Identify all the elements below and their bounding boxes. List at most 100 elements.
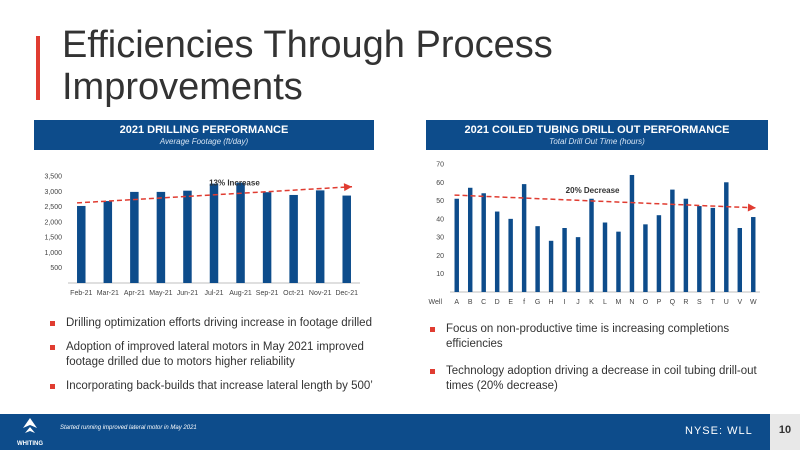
bullet-square-icon bbox=[50, 384, 55, 389]
coiled-tubing-header: 2021 COILED TUBING DRILL OUT PERFORMANCE… bbox=[426, 120, 768, 150]
x-tick-label: E bbox=[508, 299, 513, 306]
bar bbox=[575, 237, 581, 292]
x-tick-label: Apr-21 bbox=[124, 290, 145, 297]
x-tick-label: S bbox=[697, 299, 702, 306]
bar bbox=[683, 198, 689, 292]
slide-title: Efficiencies Through Process Improvement… bbox=[62, 24, 582, 108]
x-tick-label: I bbox=[564, 299, 566, 306]
x-tick-label: f bbox=[523, 299, 525, 306]
bar bbox=[262, 192, 272, 283]
bullet-text: Adoption of improved lateral motors in M… bbox=[66, 341, 364, 368]
list-item: Incorporating back-builds that increase … bbox=[48, 379, 388, 394]
bar bbox=[697, 206, 702, 292]
y-tick-label: 50 bbox=[436, 198, 444, 205]
logo-wordmark: WHITING bbox=[17, 441, 43, 447]
drilling-performance-subtitle: Average Footage (ft/day) bbox=[159, 137, 249, 146]
x-tick-label: N bbox=[629, 299, 634, 306]
x-tick-label: V bbox=[737, 299, 742, 306]
trend-annotation: 20% Decrease bbox=[566, 186, 620, 195]
y-tick-label: 2,000 bbox=[44, 219, 62, 226]
bar bbox=[454, 198, 459, 292]
x-tick-label: J bbox=[576, 299, 580, 306]
x-tick-label: P bbox=[657, 299, 662, 306]
bullet-text: Technology adoption driving a decrease i… bbox=[446, 365, 757, 392]
bar bbox=[616, 231, 621, 292]
bar bbox=[589, 198, 594, 292]
bar bbox=[494, 211, 500, 292]
drilling-bullet-list: Drilling optimization efforts driving in… bbox=[48, 316, 388, 403]
y-tick-label: 3,000 bbox=[44, 189, 62, 196]
bar bbox=[602, 222, 608, 292]
x-tick-label: Sep-21 bbox=[256, 290, 279, 297]
bar bbox=[130, 191, 139, 283]
x-tick-label: Feb-21 bbox=[70, 290, 92, 297]
trend-arrowhead-icon bbox=[747, 203, 756, 212]
list-item: Drilling optimization efforts driving in… bbox=[48, 316, 388, 331]
footer-bar: WHITING Started running improved lateral… bbox=[0, 414, 800, 450]
y-tick-label: 70 bbox=[436, 162, 444, 169]
y-tick-label: 20 bbox=[436, 253, 444, 260]
x-tick-label: C bbox=[481, 299, 486, 306]
bar bbox=[629, 174, 635, 292]
x-tick-label: L bbox=[603, 299, 607, 306]
bar bbox=[289, 194, 298, 283]
x-tick-label: Dec-21 bbox=[335, 290, 358, 297]
x-tick-label: O bbox=[643, 299, 649, 306]
page-number: 10 bbox=[778, 424, 792, 436]
bar bbox=[183, 190, 192, 283]
y-tick-label: 40 bbox=[436, 216, 444, 223]
slide-title-line-2: Improvements bbox=[62, 66, 303, 108]
bar bbox=[535, 226, 540, 292]
bullet-text: Drilling optimization efforts driving in… bbox=[66, 317, 372, 329]
x-tick-label: Oct-21 bbox=[283, 290, 304, 297]
bullet-text: Focus on non-productive time is increasi… bbox=[446, 323, 730, 350]
title-accent-bar bbox=[36, 36, 40, 100]
bar bbox=[656, 215, 662, 292]
trend-annotation: 13% Increase bbox=[209, 179, 260, 188]
bar bbox=[481, 193, 486, 292]
y-tick-label: 30 bbox=[436, 235, 444, 242]
x-tick-label: B bbox=[468, 299, 473, 306]
list-item: Adoption of improved lateral motors in M… bbox=[48, 340, 388, 370]
page-number-box: 10 bbox=[770, 414, 800, 450]
whiting-logo-icon: WHITING bbox=[17, 418, 43, 447]
x-tick-label: Jul-21 bbox=[204, 290, 223, 297]
y-tick-label: 3,500 bbox=[44, 174, 62, 181]
x-tick-label: D bbox=[495, 299, 500, 306]
bar bbox=[342, 195, 351, 283]
bullet-square-icon bbox=[50, 321, 55, 326]
x-tick-label: K bbox=[589, 299, 594, 306]
bar bbox=[508, 218, 513, 292]
bar bbox=[467, 187, 473, 292]
bar bbox=[209, 183, 219, 283]
bar bbox=[156, 191, 166, 283]
x-tick-label: M bbox=[616, 299, 622, 306]
bar bbox=[643, 224, 648, 292]
drilling-performance-title: 2021 DRILLING PERFORMANCE bbox=[119, 124, 289, 136]
trend-line bbox=[76, 185, 353, 204]
slide-title-line-1: Efficiencies Through Process bbox=[62, 24, 553, 66]
x-tick-label: Q bbox=[670, 299, 676, 306]
x-tick-label: Jun-21 bbox=[177, 290, 199, 297]
x-tick-label: Nov-21 bbox=[309, 290, 332, 297]
x-tick-label: A bbox=[454, 299, 459, 306]
coiled-tubing-title: 2021 COILED TUBING DRILL OUT PERFORMANCE bbox=[464, 124, 730, 136]
y-tick-label: 500 bbox=[50, 265, 62, 272]
x-tick-label: W bbox=[750, 299, 757, 306]
y-tick-label: 1,000 bbox=[44, 250, 62, 257]
y-tick-label: 10 bbox=[436, 271, 444, 278]
bullet-text: Incorporating back-builds that increase … bbox=[66, 380, 373, 392]
bar bbox=[751, 217, 756, 292]
y-tick-label: 2,500 bbox=[44, 204, 62, 211]
bar bbox=[103, 201, 113, 283]
coiled-tubing-subtitle: Total Drill Out Time (hours) bbox=[549, 137, 645, 146]
x-tick-label: H bbox=[549, 299, 554, 306]
bar bbox=[548, 240, 554, 292]
bullet-square-icon bbox=[50, 345, 55, 350]
x-tick-label: May-21 bbox=[149, 290, 172, 297]
bar bbox=[236, 182, 245, 283]
x-tick-label: T bbox=[711, 299, 716, 306]
footnote: Started running improved lateral motor i… bbox=[60, 425, 197, 431]
bullet-square-icon bbox=[430, 327, 435, 332]
